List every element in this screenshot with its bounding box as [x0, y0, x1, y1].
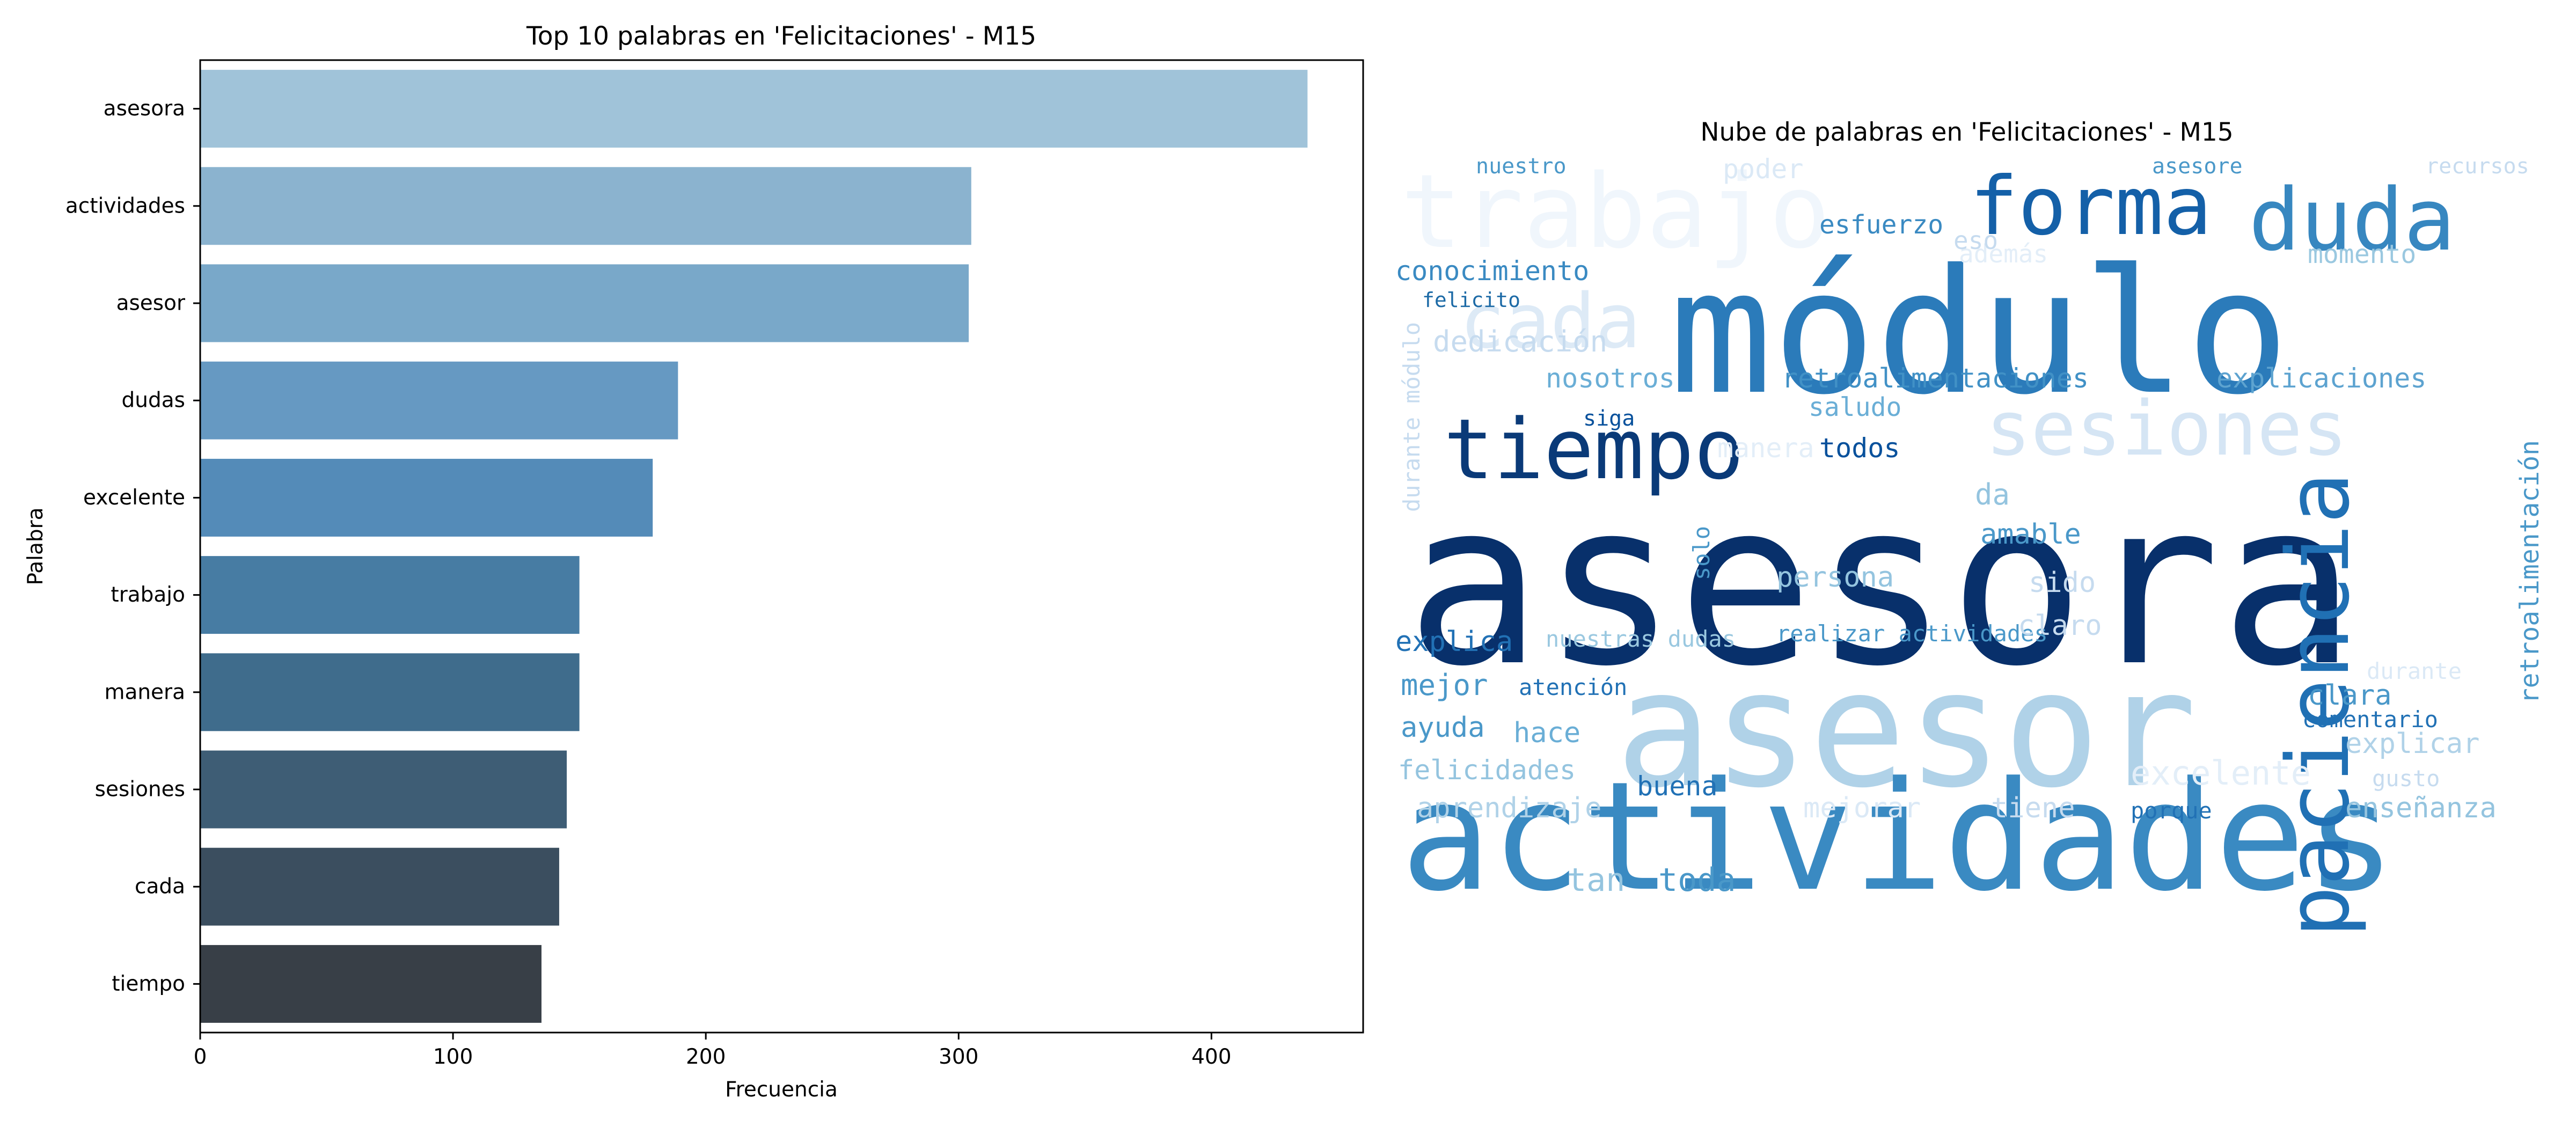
- cloud-word: explicar: [2345, 728, 2480, 760]
- cloud-word: esfuerzo: [1819, 210, 1944, 240]
- cloud-word: realizar actividades: [1776, 620, 2048, 647]
- cloud-word: mejor: [1401, 668, 1488, 702]
- cloud-word: explicaciones: [2216, 363, 2427, 394]
- cloud-word: comentario: [2302, 706, 2438, 733]
- y-tick-label: actividades: [65, 194, 185, 218]
- bar-tiempo: [200, 945, 541, 1023]
- bar-chart: Top 10 palabras en 'Felicitaciones' - M1…: [24, 21, 1364, 1102]
- cloud-word: nuestras dudas: [1546, 626, 1736, 652]
- x-tick-label: 100: [433, 1045, 473, 1069]
- cloud-word: atención: [1519, 674, 1628, 700]
- cloud-word: eso: [1953, 226, 1999, 255]
- cloud-word: mejorar: [1803, 792, 1921, 824]
- cloud-word: además: [1959, 239, 2048, 268]
- cloud-word: asesor: [1615, 636, 2197, 823]
- cloud-word: nuestro: [1476, 154, 1567, 179]
- cloud-word: ayuda: [1401, 712, 1485, 744]
- cloud-word: cada: [1460, 278, 1641, 365]
- plot-frame: [199, 59, 1364, 1034]
- cloud-word: sido: [2029, 567, 2096, 599]
- cloud-word: asesore: [2152, 154, 2243, 179]
- wordcloud: asesora módulo asesor actividades trabajo pac…: [1390, 150, 2544, 945]
- cloud-word: forma: [1970, 160, 2212, 253]
- bar-chart-title: Top 10 palabras en 'Felicitaciones' - M1…: [526, 21, 1036, 51]
- cloud-word: retroalimentaciones: [1782, 363, 2089, 394]
- cloud-word: durante: [2367, 658, 2462, 684]
- cloud-word: buena: [1637, 771, 1718, 802]
- cloud-word: manera: [1717, 433, 1814, 464]
- x-tick-label: 0: [194, 1045, 207, 1069]
- bar-manera: [200, 653, 580, 731]
- cloud-word: recursos: [2426, 154, 2529, 179]
- y-tick-labels: asesora actividades asesor dudas excelente tr…: [65, 97, 200, 996]
- cloud-word: tiene: [1991, 792, 2075, 824]
- cloud-word: tiempo: [1444, 401, 1744, 498]
- x-tick-labels: 0 100 200 300 400: [194, 1033, 1232, 1069]
- cloud-word: claro: [2018, 610, 2102, 642]
- cloud-word: conocimiento: [1395, 255, 1590, 287]
- cloud-word: explica: [1395, 626, 1513, 658]
- cloud-word: módulo: [1669, 233, 2289, 433]
- bar-asesora: [200, 70, 1308, 148]
- x-axis-label: Frecuencia: [725, 1078, 838, 1102]
- cloud-word: porque: [2131, 797, 2212, 824]
- cloud-word: amable: [1980, 518, 2081, 551]
- bar-trabajo: [200, 556, 580, 634]
- y-axis-label: Palabra: [24, 507, 48, 585]
- y-tick-label: sesiones: [95, 778, 185, 802]
- cloud-word: siga: [1583, 406, 1635, 431]
- cloud-word: durante módulo: [1399, 322, 1425, 513]
- cloud-word: duda: [2249, 170, 2456, 270]
- y-tick-label: manera: [104, 680, 185, 704]
- cloud-word: gusto: [2372, 765, 2440, 792]
- x-tick-label: 200: [686, 1045, 726, 1069]
- cloud-word: enseñanza: [2345, 792, 2497, 824]
- bar-dudas: [200, 361, 678, 440]
- cloud-word: toda: [1658, 861, 1736, 899]
- bar-asesor: [200, 264, 969, 342]
- cloud-word: poder: [1723, 153, 1804, 185]
- cloud-word: clara: [2308, 679, 2392, 712]
- cloud-word: felicito: [1422, 288, 1521, 312]
- cloud-word: todos: [1819, 433, 1900, 464]
- bars-group: [200, 70, 1308, 1023]
- cloud-word: da: [1975, 478, 2010, 511]
- x-tick-label: 400: [1191, 1045, 1231, 1069]
- bar-excelente: [200, 458, 653, 537]
- cloud-word: trabajo: [1401, 152, 1831, 271]
- cloud-word: sesiones: [1986, 385, 2348, 473]
- cloud-word: retroalimentación: [2515, 440, 2544, 704]
- bar-actividades: [200, 167, 971, 245]
- x-tick-label: 300: [939, 1045, 978, 1069]
- cloud-word: tan: [1567, 861, 1626, 899]
- cloud-word: aprendizaje: [1417, 792, 1602, 824]
- bar-sesiones: [200, 750, 567, 829]
- cloud-word: felicidades: [1398, 755, 1576, 786]
- y-tick-label: dudas: [122, 389, 185, 413]
- cloud-word: solo: [1688, 526, 1715, 581]
- cloud-word: excelente: [2131, 753, 2311, 793]
- wordcloud-title: Nube de palabras en 'Felicitaciones' - M…: [1700, 118, 2234, 147]
- cloud-word: dedicación: [1433, 325, 1608, 358]
- y-tick-label: trabajo: [111, 583, 185, 607]
- cloud-word: momento: [2308, 239, 2417, 269]
- cloud-word: asesora: [1406, 453, 2357, 716]
- cloud-word: nosotros: [1546, 363, 1675, 394]
- y-tick-label: asesora: [104, 97, 185, 121]
- y-tick-label: tiempo: [112, 972, 185, 996]
- y-tick-label: asesor: [116, 291, 186, 316]
- bar-cada: [200, 847, 559, 926]
- cloud-word: saludo: [1809, 392, 1902, 422]
- cloud-word: persona: [1776, 561, 1894, 594]
- cloud-word: hace: [1513, 717, 1581, 749]
- y-tick-label: cada: [135, 875, 185, 899]
- y-tick-label: excelente: [83, 486, 185, 510]
- cloud-word: actividades: [1401, 750, 2396, 925]
